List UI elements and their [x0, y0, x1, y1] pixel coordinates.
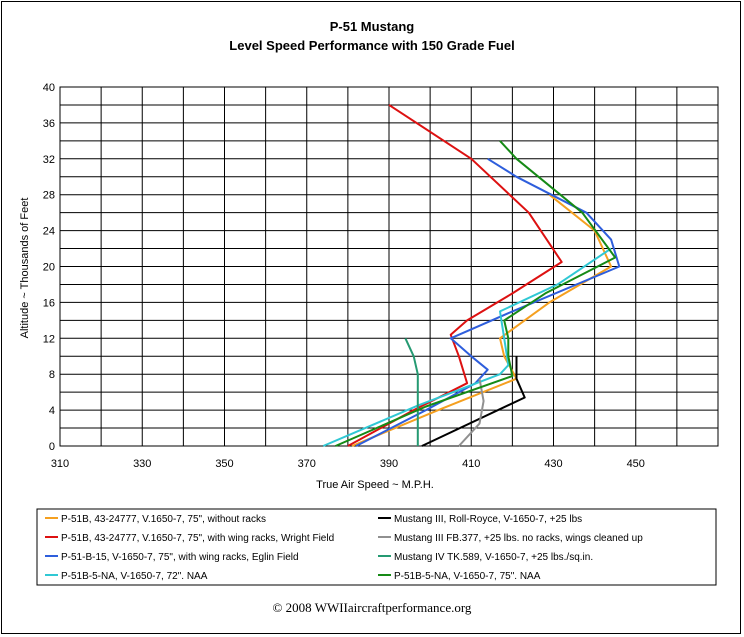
y-tick-label: 32	[43, 154, 55, 166]
x-tick-label: 330	[133, 458, 151, 470]
series-line-8	[335, 140, 617, 447]
x-tick-label: 390	[380, 458, 398, 470]
series-line-1	[351, 193, 613, 447]
y-tick-label: 8	[49, 369, 55, 381]
y-tick-label: 36	[43, 118, 55, 130]
legend-label: P-51B, 43-24777, V.1650-7, 75", without …	[61, 514, 266, 525]
legend-label: P-51-B-15, V-1650-7, 75", with wing rack…	[61, 552, 299, 563]
legend-label: Mustang IV TK.589, V-1650-7, +25 lbs./sq…	[394, 552, 593, 563]
y-tick-label: 16	[43, 297, 55, 309]
legend-label: P-51B-5-NA, V-1650-7, 72". NAA	[61, 571, 208, 582]
legend: P-51B, 43-24777, V.1650-7, 75", without …	[36, 508, 717, 586]
copyright-text: © 2008 WWIIaircraftperformance.org	[273, 600, 472, 615]
y-tick-label: 4	[49, 405, 55, 417]
x-tick-label: 310	[51, 458, 69, 470]
series-line-6	[458, 378, 485, 447]
legend-label: Mustang III, Roll-Royce, V-1650-7, +25 l…	[394, 514, 582, 525]
y-tick-label: 20	[43, 262, 55, 274]
series-group	[322, 104, 621, 447]
x-tick-label: 350	[215, 458, 233, 470]
x-tick-label: 450	[627, 458, 645, 470]
series-line-2	[347, 104, 563, 447]
grid	[59, 86, 719, 447]
y-tick-label: 0	[49, 441, 55, 453]
y-tick-label: 24	[43, 226, 55, 238]
chart-title: P-51 Mustang	[330, 19, 415, 34]
legend-label: Mustang III FB.377, +25 lbs. no racks, w…	[394, 533, 643, 544]
tick-labels: 310 330 350 370 390 410 430 450 0 4 8 12 16 20 24 28 32 3…	[43, 82, 645, 470]
legend-label: P-51B, 43-24777, V.1650-7, 75", with win…	[61, 533, 334, 544]
legend-label: P-51B-5-NA, V-1650-7, 75". NAA	[394, 571, 541, 582]
y-tick-label: 40	[43, 82, 55, 94]
series-line-4	[322, 247, 612, 447]
legend-box	[36, 508, 717, 586]
x-tick-label: 430	[544, 458, 562, 470]
y-tick-label: 28	[43, 190, 55, 202]
series-line-5	[421, 356, 526, 447]
x-tick-label: 410	[462, 458, 480, 470]
chart-subtitle: Level Speed Performance with 150 Grade F…	[229, 38, 514, 53]
x-axis-label: True Air Speed ~ M.P.H.	[316, 479, 434, 491]
series-line-7	[404, 337, 419, 446]
y-tick-label: 12	[43, 333, 55, 345]
x-tick-label: 370	[298, 458, 316, 470]
y-axis-label: Altitude ~ Thousands of Feet	[19, 198, 31, 339]
